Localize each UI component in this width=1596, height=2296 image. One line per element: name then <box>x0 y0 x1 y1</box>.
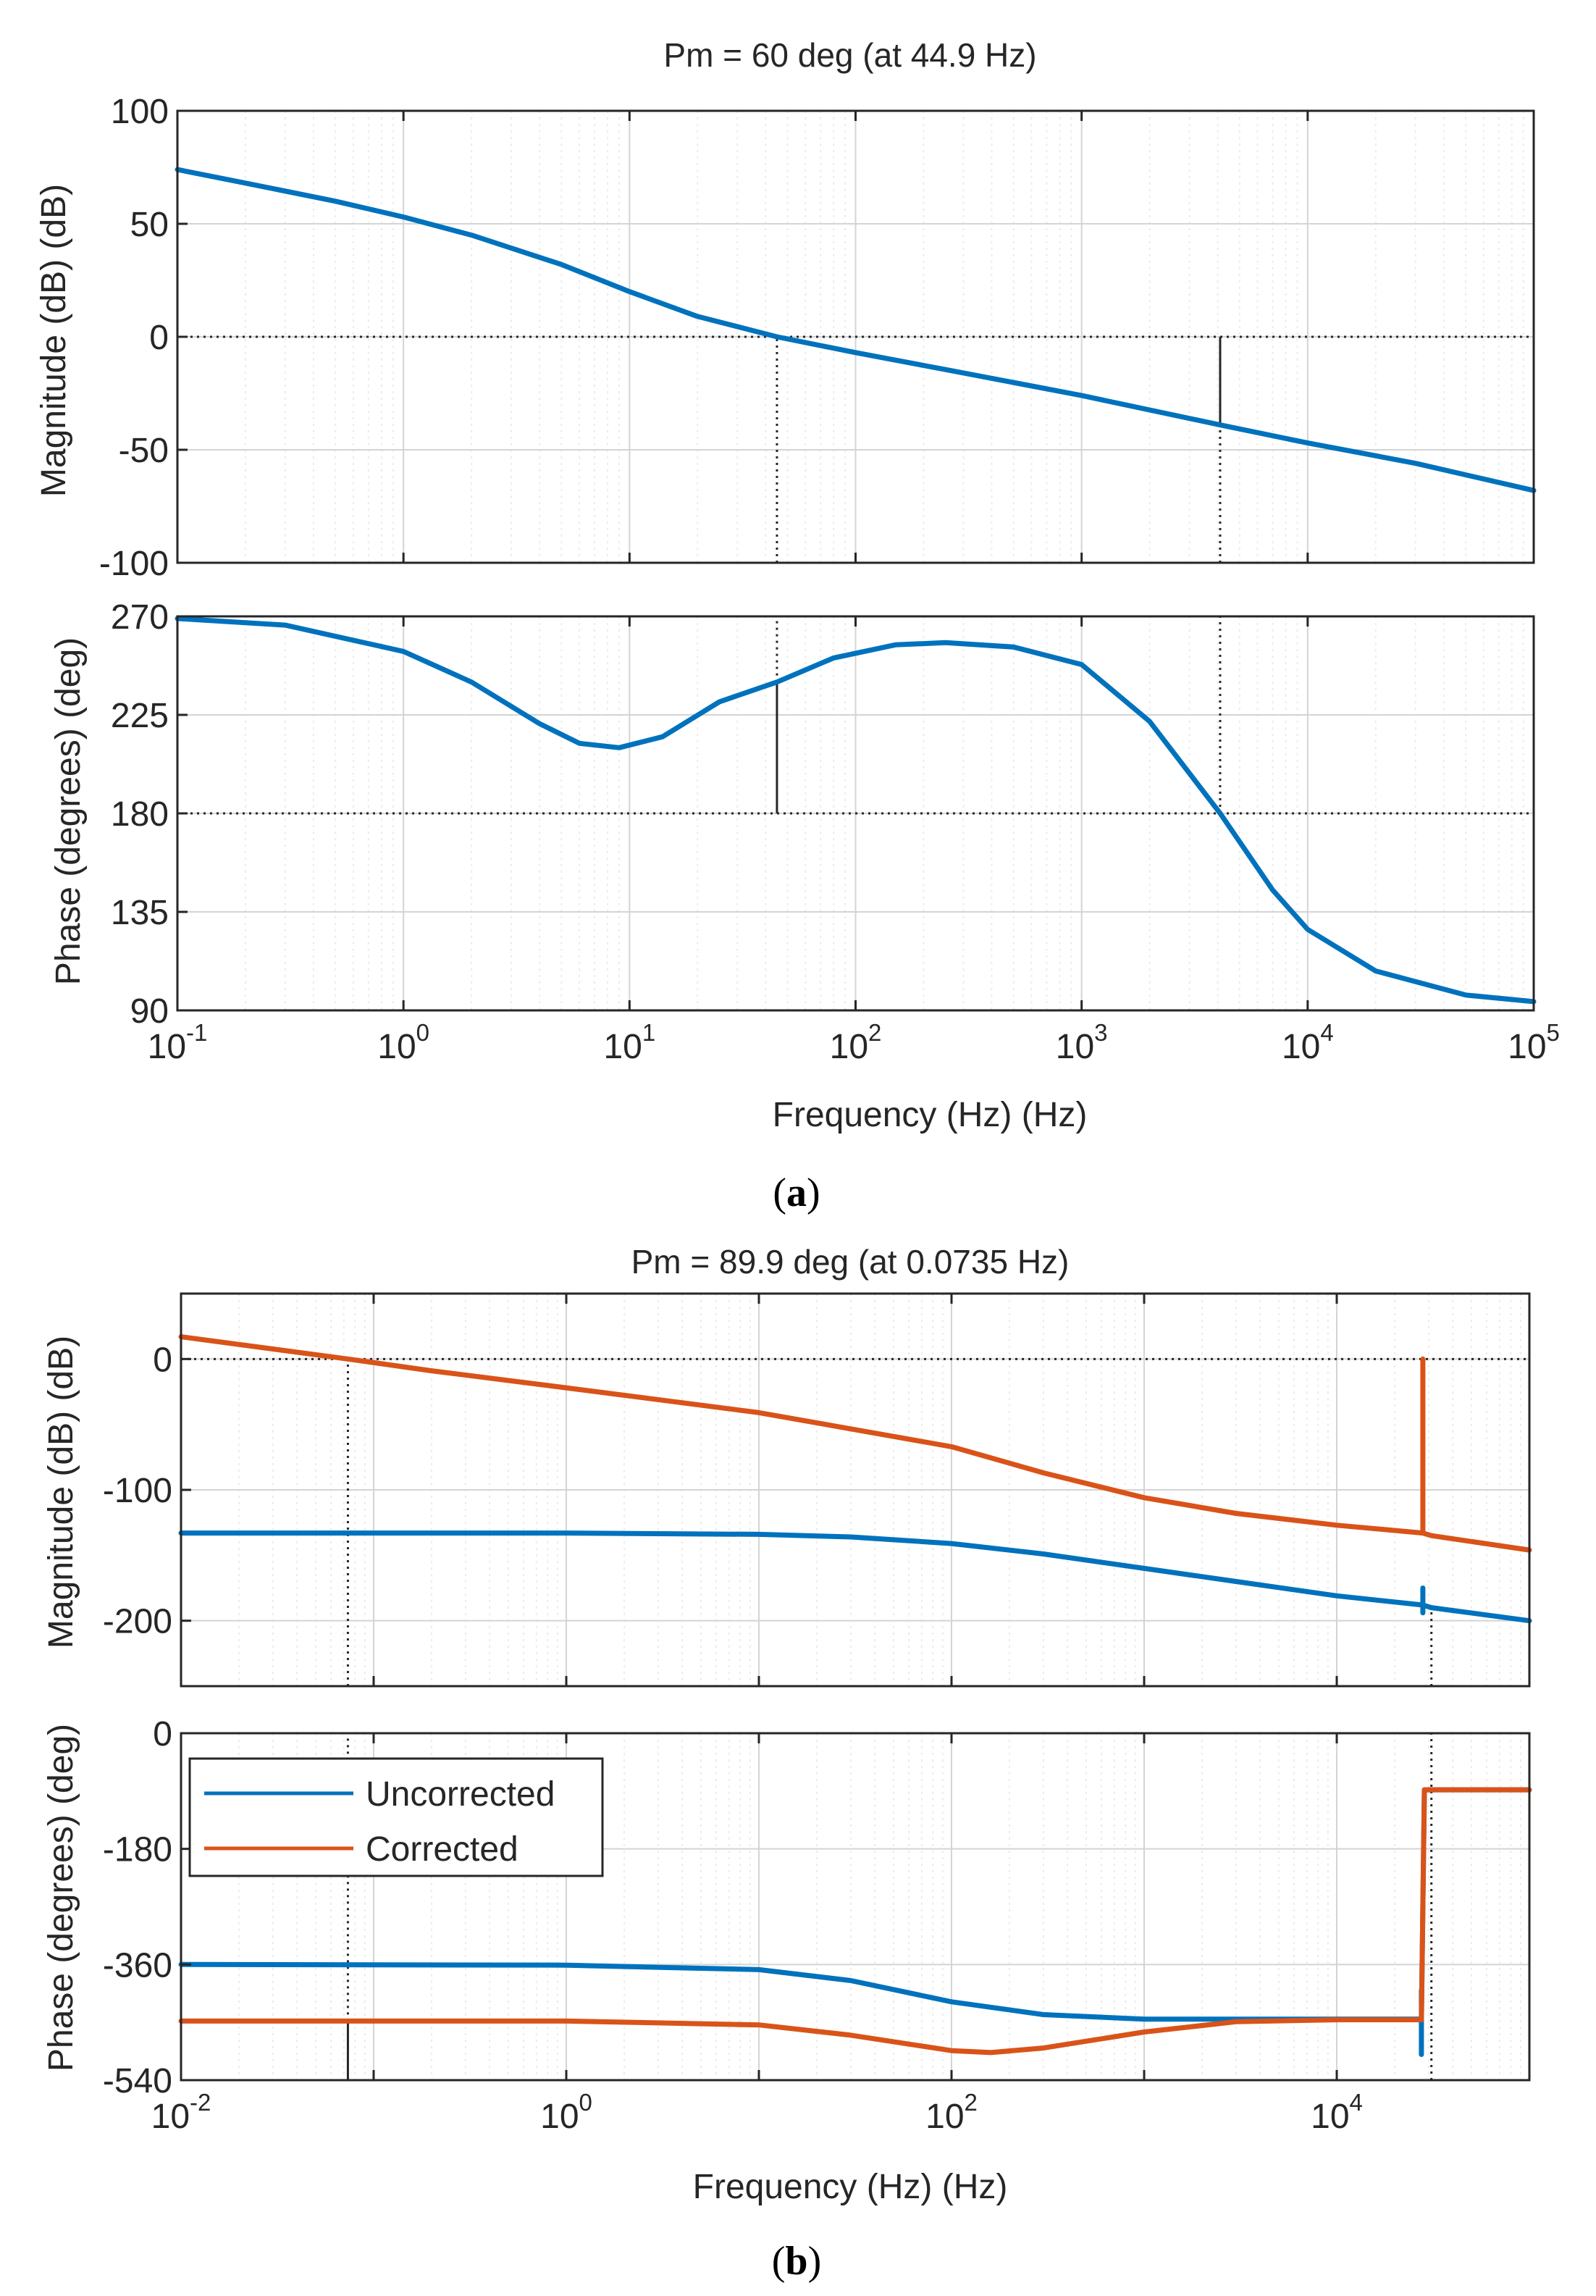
x-tick-label: 105 <box>1508 1019 1560 1066</box>
x-tick-label: 104 <box>1311 2089 1363 2136</box>
svg-text:Phase (degrees) (deg): Phase (degrees) (deg) <box>49 637 88 985</box>
caption-b-letter: b <box>785 2239 807 2284</box>
y-tick-label: -180 <box>103 1831 172 1869</box>
chart-b-phase-ylabel: Phase (degrees) (deg) <box>42 1724 80 2071</box>
chart-a-magnitude-plot: -100 -50 0 50 100 <box>99 93 1537 583</box>
x-tick-label: 102 <box>925 2089 978 2136</box>
y-tick-label: -100 <box>99 545 169 583</box>
x-tick-label: 104 <box>1282 1019 1334 1066</box>
series-loop-gain <box>175 167 1537 493</box>
y-tick-label: 0 <box>149 319 169 357</box>
svg-text:Magnitude (dB) (dB): Magnitude (dB) (dB) <box>35 184 73 497</box>
chart-b-magnitude-plot: -200 -100 0 <box>103 1292 1532 1688</box>
chart-a-title: Pm = 60 deg (at 44.9 Hz) <box>663 36 1036 74</box>
y-tick-label: -200 <box>103 1603 172 1641</box>
y-tick-label: -100 <box>103 1472 172 1510</box>
series-corrected <box>178 1787 1532 2056</box>
y-tick-label: -360 <box>103 1946 172 1985</box>
y-tick-label: 50 <box>130 206 169 244</box>
series-loop-phase <box>175 616 1537 1005</box>
x-tick-label: 100 <box>377 1019 429 1066</box>
x-tick-label: 101 <box>603 1019 655 1066</box>
y-tick-label: 100 <box>111 93 169 131</box>
svg-text:Phase (degrees) (deg): Phase (degrees) (deg) <box>42 1724 80 2071</box>
caption-a-letter: a <box>786 1170 807 1215</box>
x-tick-label: 10-1 <box>148 1019 208 1066</box>
series-uncorrected <box>178 1530 1532 1624</box>
chart-a-phase-ylabel: Phase (degrees) (deg) <box>49 637 88 985</box>
chart-b-legend: Uncorrected Corrected <box>188 1757 604 1877</box>
chart-a-xlabel: Frequency (Hz) (Hz) <box>773 1096 1088 1134</box>
y-tick-label: 180 <box>111 795 169 834</box>
chart-b-magnitude-ylabel: Magnitude (dB) (dB) <box>42 1336 80 1648</box>
legend-label-uncorrected: Uncorrected <box>366 1775 555 1814</box>
y-tick-label: 0 <box>153 1715 172 1754</box>
y-tick-label: -50 <box>119 432 169 470</box>
chart-a-magnitude-ylabel: Magnitude (dB) (dB) <box>35 184 73 497</box>
caption-a: (a) <box>773 1170 820 1215</box>
x-tick-label: 10-2 <box>151 2089 211 2136</box>
y-tick-label: 90 <box>130 992 169 1031</box>
legend-box <box>188 1757 604 1877</box>
chart-a-phase-plot: 90 135 180 225 270 10-1 100 101 102 103 104 105 <box>111 598 1560 1066</box>
caption-b: (b) <box>772 2239 821 2284</box>
x-tick-label: 100 <box>540 2089 592 2136</box>
chart-b-title: Pm = 89.9 deg (at 0.0735 Hz) <box>631 1243 1070 1281</box>
x-tick-label: 103 <box>1056 1019 1108 1066</box>
svg-text:Magnitude (dB) (dB): Magnitude (dB) (dB) <box>42 1336 80 1648</box>
axes-frame <box>180 1732 1531 2082</box>
y-tick-label: 225 <box>111 697 169 735</box>
chart-b-xlabel: Frequency (Hz) (Hz) <box>693 2168 1008 2206</box>
x-tick-label: 102 <box>830 1019 882 1066</box>
y-tick-label: -540 <box>103 2062 172 2100</box>
legend-label-corrected: Corrected <box>366 1830 518 1869</box>
y-tick-label: 270 <box>111 598 169 637</box>
y-tick-label: 135 <box>111 894 169 932</box>
series-corrected <box>178 1334 1532 1553</box>
y-tick-label: 0 <box>153 1341 172 1379</box>
